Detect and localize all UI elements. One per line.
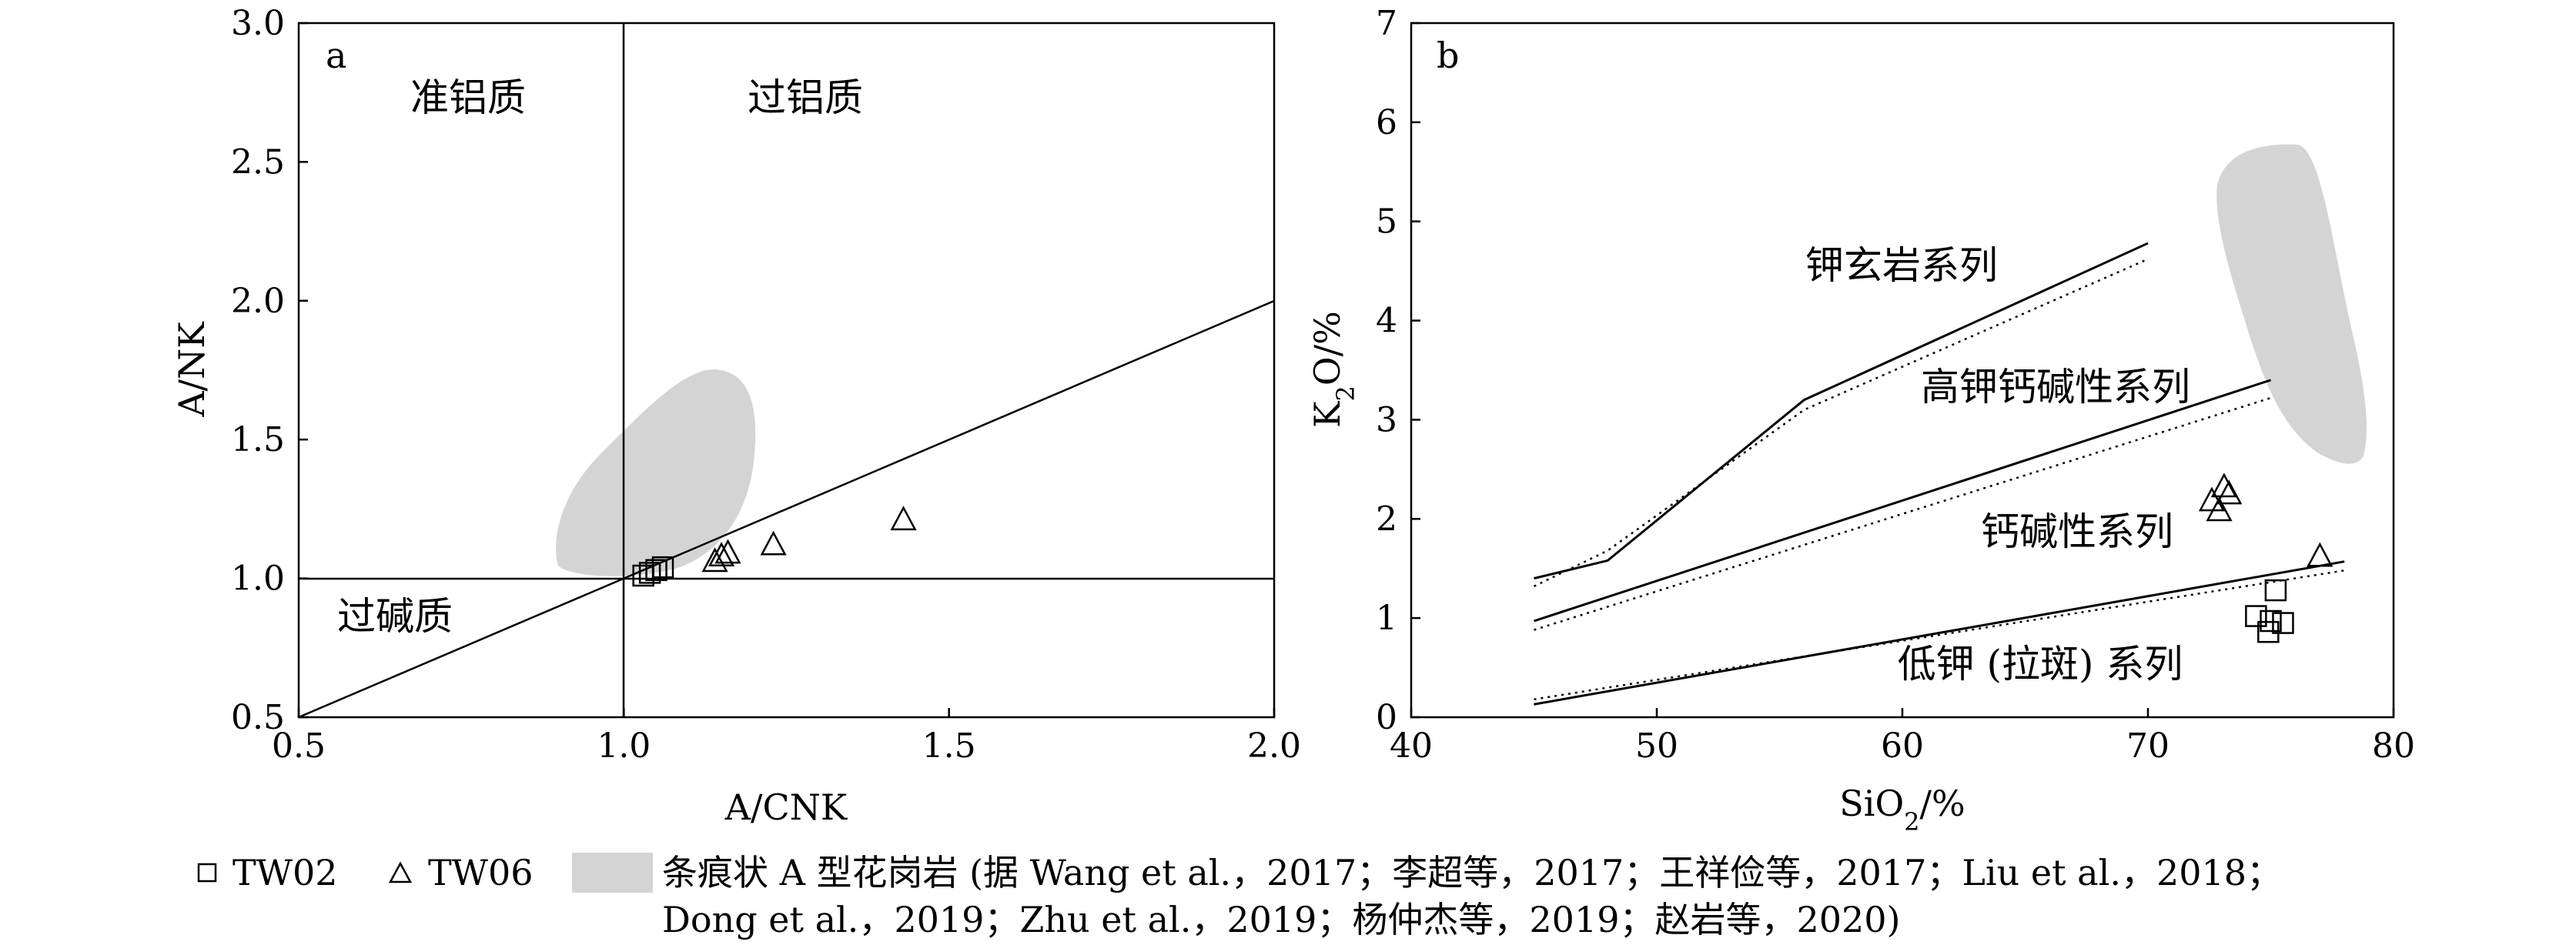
- b-x-tick-label: 60: [1881, 726, 1924, 766]
- a-y-tick-label: 0.5: [231, 698, 285, 737]
- b-x-tick-label: 50: [1635, 726, 1678, 766]
- a-y-axis-title: A/NK: [171, 321, 212, 418]
- legend-label-field-line2: Dong et al.，2019；Zhu et al.，2019；杨仲杰等，20…: [662, 899, 1901, 940]
- zone-label-calc-alkaline: 钙碱性系列: [1981, 509, 2173, 554]
- panel-b-label: b: [1437, 35, 1459, 76]
- a-x-tick-label: 2.0: [1247, 726, 1301, 766]
- point-tw06: [2198, 486, 2226, 512]
- panel-a-label: a: [326, 35, 346, 76]
- b-x-tick-label: 70: [2126, 726, 2170, 766]
- panel-a-chart: 0.5 1.0 1.5 2.0 0.51.01.52.02.53.0 准铝质 过铝质 …: [171, 4, 1301, 828]
- zone-label-peraluminous: 过铝质: [748, 75, 863, 120]
- zone-label-metaluminous: 准铝质: [410, 75, 526, 120]
- point-tw06: [2210, 472, 2237, 498]
- b-y-axis-title: K2O/%: [1306, 311, 1360, 428]
- b-y-tick-label: 3: [1376, 400, 1397, 439]
- b-y-tick-label: 5: [1376, 202, 1397, 242]
- series-boundary-line: [1534, 379, 2271, 623]
- point-tw02: [2264, 579, 2287, 602]
- b-y-tick-label: 6: [1376, 103, 1397, 142]
- b-type-granite-field: [2216, 144, 2367, 464]
- point-tw02: [2257, 620, 2280, 643]
- point-tw06: [760, 530, 787, 556]
- point-tw02: [2245, 605, 2267, 627]
- point-tw02: [2272, 612, 2294, 634]
- legend-label-tw02: TW02: [233, 852, 338, 893]
- b-y-tick-label: 7: [1376, 4, 1397, 43]
- legend: TW02 TW06 条痕状 A 型花岗岩 (据 Wang et al.，2017…: [197, 852, 2282, 940]
- point-tw02: [638, 562, 661, 584]
- legend-label-tw06: TW06: [428, 852, 534, 893]
- series-boundary-dotted-line: [1533, 258, 2149, 588]
- a-y-tick-label: 3.0: [231, 4, 285, 43]
- a-x-tick-label: 1.5: [922, 726, 976, 766]
- point-tw06: [708, 542, 735, 566]
- legend-marker-tw02: [197, 863, 217, 883]
- zone-label-peralkaline: 过碱质: [337, 594, 453, 639]
- legend-marker-tw06: [388, 861, 413, 883]
- point-tw06: [2216, 479, 2243, 505]
- b-x-tick-label: 40: [1390, 726, 1433, 766]
- point-tw02: [645, 559, 667, 582]
- series-boundary-dotted-line: [1534, 569, 2345, 701]
- a-x-tick-label: 1.0: [597, 726, 651, 766]
- b-x-tick-label: 80: [2372, 726, 2415, 766]
- b-y-tick-label: 4: [1376, 302, 1397, 341]
- b-y-tick-label: 1: [1376, 599, 1397, 638]
- point-tw06: [2206, 496, 2233, 522]
- zone-label-shoshonite: 钾玄岩系列: [1805, 243, 1998, 288]
- point-tw06: [890, 506, 917, 531]
- a-y-tick-label: 1.5: [231, 420, 285, 459]
- point-tw06: [2307, 542, 2333, 567]
- a-diagonal-line: [298, 299, 1275, 719]
- b-y-tick-label: 0: [1376, 698, 1397, 737]
- point-tw02: [651, 556, 674, 579]
- a-y-tick-label: 2.0: [231, 282, 285, 321]
- zone-label-low-k-tholeiite: 低钾 (拉斑) 系列: [1898, 642, 2183, 686]
- legend-label-field-line1: 条痕状 A 型花岗岩 (据 Wang et al.，2017；李超等，2017；…: [662, 852, 2282, 893]
- a-type-granite-field: [556, 369, 756, 576]
- a-x-tick-label: 0.5: [272, 726, 326, 766]
- b-y-tick-label: 2: [1376, 499, 1397, 539]
- a-y-tick-label: 1.0: [231, 559, 285, 599]
- legend-field-swatch: [572, 853, 653, 893]
- series-boundary-line: [1534, 560, 2345, 706]
- a-x-axis-title: A/CNK: [724, 786, 848, 828]
- panel-a-frame: [297, 22, 1276, 719]
- point-tw06: [701, 547, 728, 573]
- a-y-tick-label: 2.5: [231, 142, 285, 182]
- point-tw06: [714, 539, 741, 564]
- b-x-axis-title: SiO2/%: [1839, 783, 1965, 836]
- zone-label-high-k-calc-alkaline: 高钾钙碱性系列: [1921, 365, 2190, 409]
